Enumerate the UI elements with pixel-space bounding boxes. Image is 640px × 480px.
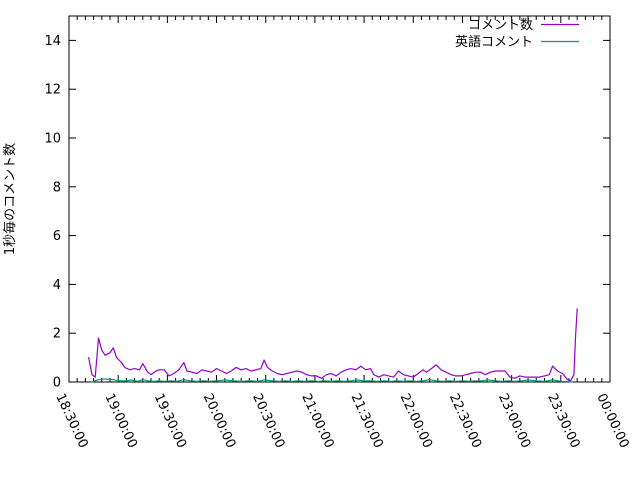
axis-ticks: 18:30:00 19:00:00 19:30:00 20:00:00 20:30:00… <box>44 16 632 451</box>
y-tick-label: 6 <box>53 229 61 244</box>
legend-label-english-comments: 英語コメント <box>455 34 533 50</box>
plot-border <box>68 15 611 383</box>
x-tick-label: 22:00:00 <box>397 391 435 450</box>
x-tick-label: 23:30:00 <box>544 391 582 450</box>
x-tick-label: 20:30:00 <box>249 391 287 450</box>
y-tick-label: 14 <box>44 34 61 49</box>
legend: コメント数 英語コメント <box>455 18 579 50</box>
y-tick-label: 2 <box>53 327 61 342</box>
y-axis-label: 1秒毎のコメント数 <box>2 143 18 255</box>
series-lines <box>88 308 578 383</box>
x-tick-label: 21:30:00 <box>347 391 385 450</box>
y-tick-label: 4 <box>53 278 61 293</box>
legend-label-comments: コメント数 <box>468 18 533 33</box>
x-tick-label: 21:00:00 <box>298 391 336 450</box>
series-line-1 <box>91 378 573 383</box>
x-tick-label: 18:30:00 <box>52 391 90 450</box>
y-tick-label: 10 <box>44 132 61 147</box>
y-tick-label: 12 <box>44 83 61 98</box>
x-tick-label: 00:00:00 <box>593 391 631 450</box>
series-line-0 <box>88 308 578 382</box>
y-tick-label: 8 <box>53 180 61 195</box>
x-tick-label: 20:00:00 <box>200 391 238 450</box>
x-tick-label: 19:00:00 <box>102 391 140 450</box>
x-tick-label: 23:00:00 <box>495 391 533 450</box>
x-tick-label: 19:30:00 <box>151 391 189 450</box>
x-tick-label: 22:30:00 <box>446 391 484 450</box>
y-tick-label: 0 <box>53 376 61 391</box>
